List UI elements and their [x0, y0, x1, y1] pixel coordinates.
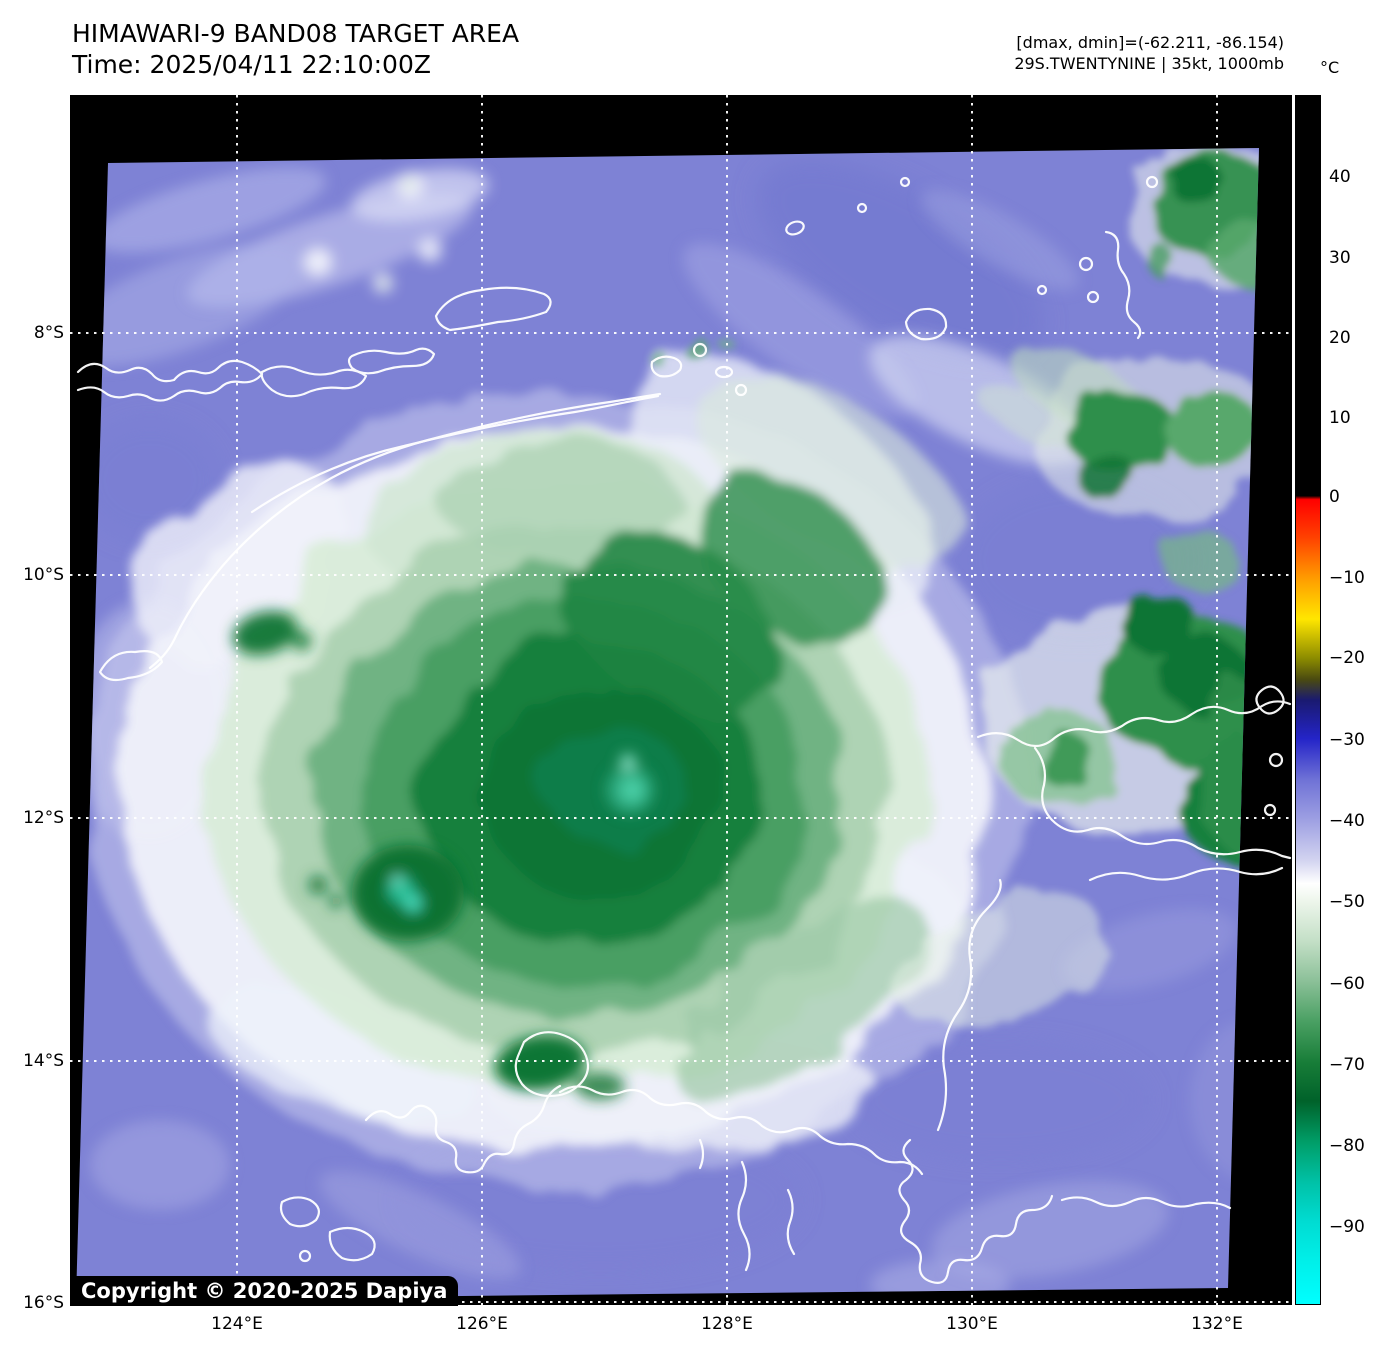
dmax-dmin-readout: [dmax, dmin]=(-62.211, -86.154) [1016, 33, 1284, 52]
colorbar-tick-label: 0 [1329, 487, 1340, 507]
timestamp: Time: 2025/04/11 22:10:00Z [72, 50, 431, 79]
lon-tick-label: 126°E [456, 1314, 508, 1334]
colorbar-tick-label: 10 [1329, 408, 1351, 428]
colorbar-tick-label: 30 [1329, 248, 1351, 268]
colorbar-tick-label: −60 [1329, 974, 1365, 994]
data-swath [76, 148, 1259, 1300]
colorbar-tick-label: −10 [1329, 568, 1365, 588]
colorbar-tick-label: 40 [1329, 167, 1351, 187]
copyright-badge: Copyright © 2020-2025 Dapiya [70, 1276, 459, 1306]
colorbar-unit-label: °C [1320, 58, 1340, 77]
lon-tick-label: 124°E [211, 1314, 263, 1334]
colorbar-tick-label: −80 [1329, 1136, 1365, 1156]
header-block: HIMAWARI-9 BAND08 TARGET AREA Time: 2025… [72, 18, 519, 80]
cloud-wisps [76, 167, 1259, 1300]
lat-tick-label: 8°S [33, 323, 64, 343]
colorbar-tick-label: 20 [1329, 328, 1351, 348]
lon-tick-label: 132°E [1191, 1314, 1243, 1334]
colorbar-tick-label: −90 [1329, 1217, 1365, 1237]
page-title: HIMAWARI-9 BAND08 TARGET AREA [72, 19, 520, 48]
storm-cloud-mass [90, 345, 1030, 1188]
storm-info: 29S.TWENTYNINE | 35kt, 1000mb [1014, 54, 1284, 73]
colorbar-tick-label: −70 [1329, 1055, 1365, 1075]
colorbar-tick-label: −40 [1329, 811, 1365, 831]
lat-tick-label: 14°S [23, 1051, 64, 1071]
colorbar-tick-label: −50 [1329, 892, 1365, 912]
colorbar-gradient [1295, 95, 1321, 1305]
lat-tick-label: 10°S [23, 565, 64, 585]
lat-tick-label: 16°S [23, 1293, 64, 1313]
lat-tick-label: 12°S [23, 808, 64, 828]
coastlines [76, 175, 1292, 1284]
colorbar-tick-label: −20 [1329, 648, 1365, 668]
east-cloud-clusters [654, 148, 1259, 1028]
lon-tick-label: 130°E [946, 1314, 998, 1334]
annotation-block: [dmax, dmin]=(-62.211, -86.154) 29S.TWEN… [884, 32, 1284, 74]
graticule-gridlines [70, 95, 1292, 1305]
lon-tick-label: 128°E [701, 1314, 753, 1334]
colorbar-tick-label: −30 [1329, 730, 1365, 750]
